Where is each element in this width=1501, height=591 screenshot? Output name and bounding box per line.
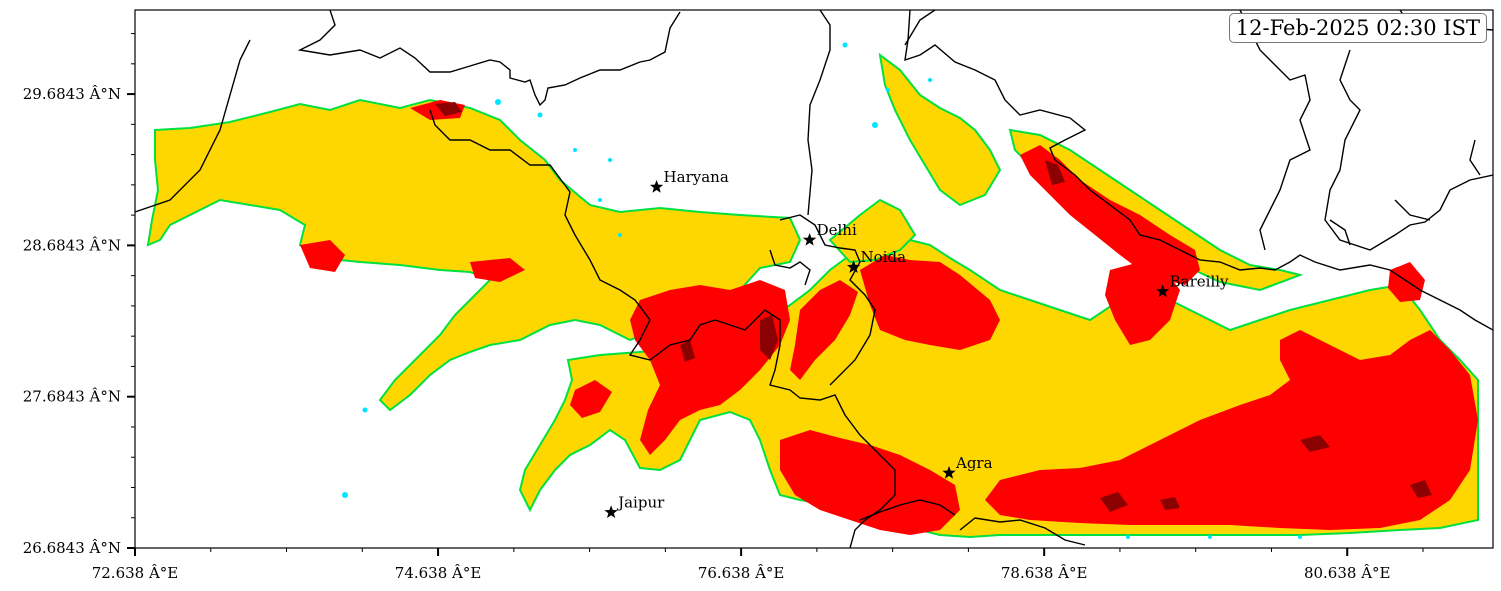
precip-fringe-speckles: [342, 42, 1302, 539]
city-star-marker: [604, 505, 618, 518]
city-star-marker: [846, 260, 861, 273]
precip-red-layer: [300, 100, 1478, 535]
x-tick-label: 80.638 Â°E: [1304, 564, 1391, 582]
x-tick-label: 72.638 Â°E: [92, 564, 179, 582]
y-tick-label: 29.6843 Â°N: [23, 85, 121, 103]
city-star-marker: [649, 180, 664, 193]
city-label: Jaipur: [616, 493, 665, 511]
precip-darkred-layer: [435, 102, 1432, 512]
x-axis: 72.638 Â°E 74.638 Â°E 76.638 Â°E 78.638 Â°E…: [92, 548, 1424, 582]
plot-frame: [134, 9, 1494, 549]
city-star-marker: [802, 233, 817, 246]
x-tick-label: 76.638 Â°E: [698, 564, 785, 582]
city-label: Bareilly: [1170, 272, 1229, 290]
city-star-marker: [1156, 284, 1170, 298]
y-axis: 29.6843 Â°N 28.6843 Â°N 27.6843 Â°N 26.6843…: [23, 33, 135, 557]
city-label: Noida: [861, 248, 907, 266]
city-label: Delhi: [817, 221, 857, 239]
timestamp-box: 12-Feb-2025 02:30 IST: [1228, 13, 1487, 43]
y-tick-label: 27.6843 Â°N: [23, 388, 121, 406]
city-star-marker: [942, 466, 956, 479]
city-label: Haryana: [664, 168, 729, 186]
x-tick-label: 74.638 Â°E: [395, 564, 482, 582]
city-label: Agra: [955, 454, 993, 472]
x-tick-label: 78.638 Â°E: [1001, 564, 1088, 582]
y-tick-label: 28.6843 Â°N: [23, 236, 121, 254]
y-tick-label: 26.6843 Â°N: [23, 539, 121, 557]
